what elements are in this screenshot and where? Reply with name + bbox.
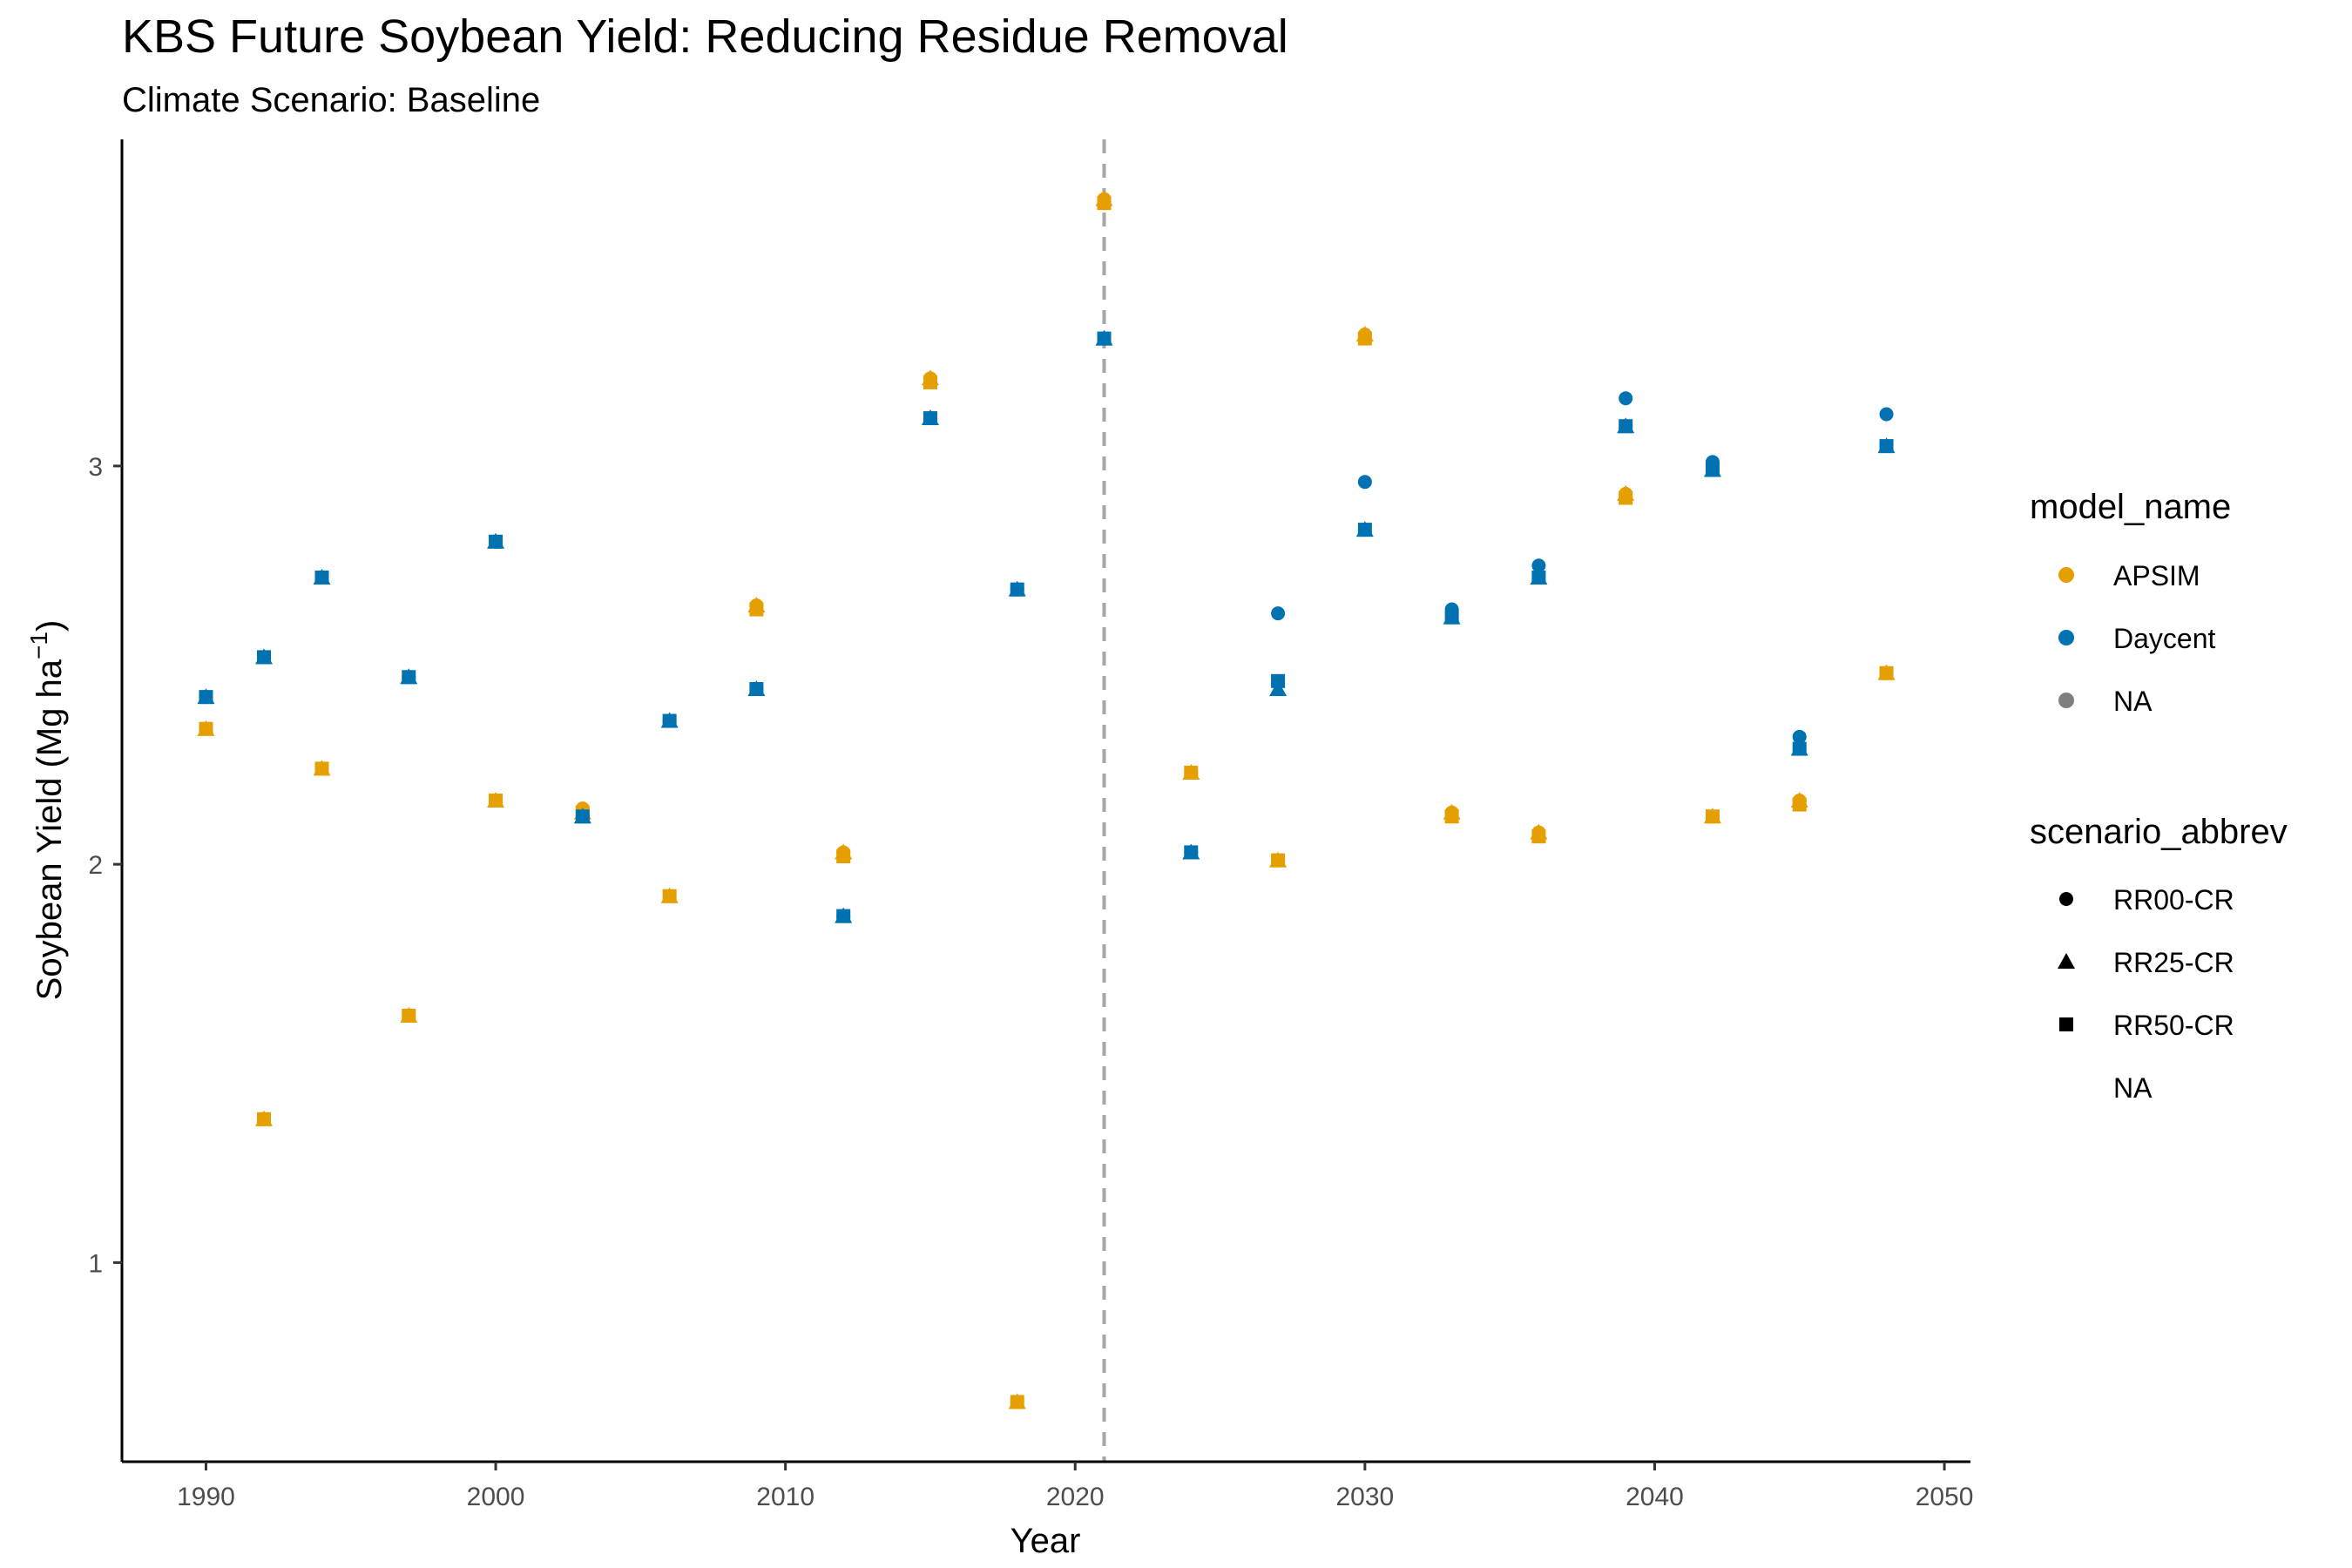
daycent-rr00-cr-point <box>1619 391 1633 406</box>
apsim-rr50-cr-point <box>1792 797 1807 812</box>
daycent-rr50-cr-point <box>836 909 851 923</box>
legend: model_name APSIM Daycent NA scenario_abb… <box>2030 488 2288 1104</box>
legend-label-rr50-cr: RR50-CR <box>2113 1010 2234 1041</box>
daycent-rr50-cr-point <box>575 809 590 824</box>
apsim-rr50-cr-point <box>923 375 937 389</box>
x-tick-label: 2010 <box>756 1483 814 1511</box>
apsim-rr50-cr-point <box>402 1008 416 1023</box>
daycent-rr50-cr-point <box>1531 570 1546 585</box>
apsim-rr50-cr-point <box>1271 853 1286 868</box>
daycent-rr50-cr-point <box>662 713 677 728</box>
legend-key-model-na <box>2058 693 2074 708</box>
daycent-rr50-cr-point <box>402 670 416 685</box>
apsim-rr50-cr-point <box>662 889 677 903</box>
daycent-rr50-cr-point <box>199 690 213 705</box>
apsim-rr50-cr-point <box>1705 809 1720 824</box>
daycent-rr50-cr-point <box>1444 610 1459 625</box>
legend-key-rr25-cr <box>2058 953 2075 969</box>
y-axis-title-superscript: −1 <box>25 632 52 659</box>
legend-key-rr00-cr <box>2059 892 2073 906</box>
daycent-rr00-cr-point <box>1271 606 1286 621</box>
daycent-rr50-cr-point <box>1879 439 1894 454</box>
apsim-rr50-cr-point <box>1879 666 1894 680</box>
data-points <box>197 190 1896 1409</box>
y-axis-title: Soybean Yield (Mg ha−1) <box>25 620 69 1001</box>
x-axis-ticks: 1990 2000 2010 2020 2030 2040 2050 <box>177 1462 1973 1511</box>
daycent-rr00-cr-point <box>1879 407 1894 422</box>
chart-subtitle: Climate Scenario: Baseline <box>122 81 540 119</box>
apsim-rr50-cr-point <box>256 1112 271 1126</box>
x-axis-title: Year <box>1010 1522 1081 1560</box>
y-tick-label: 3 <box>88 453 103 482</box>
daycent-rr00-cr-point <box>1357 475 1372 490</box>
daycent-rr50-cr-point <box>1792 741 1807 756</box>
daycent-rr50-cr-point <box>314 570 329 585</box>
daycent-rr00-cr-point <box>1531 558 1546 573</box>
x-tick-label: 2030 <box>1335 1483 1394 1511</box>
daycent-rr50-cr-point <box>489 534 504 549</box>
chart-title: KBS Future Soybean Yield: Reducing Resid… <box>122 10 1288 63</box>
y-tick-label: 2 <box>88 851 103 880</box>
legend-label-scenario-na: NA <box>2113 1072 2153 1104</box>
daycent-rr50-cr-point <box>1010 582 1024 597</box>
apsim-rr50-cr-point <box>1097 196 1112 211</box>
y-tick-label: 1 <box>88 1249 103 1278</box>
daycent-rr50-cr-point <box>1184 845 1199 860</box>
apsim-rr50-cr-point <box>489 794 504 808</box>
apsim-rr50-cr-point <box>1357 331 1372 346</box>
y-axis-title-suffix: ) <box>30 620 69 632</box>
daycent-rr50-cr-point <box>1357 523 1372 537</box>
apsim-rr50-cr-point <box>314 761 329 776</box>
legend-label-apsim: APSIM <box>2113 560 2200 591</box>
daycent-rr50-cr-point <box>1097 331 1112 346</box>
daycent-rr50-cr-point <box>1271 673 1286 688</box>
y-axis-title-main: Soybean Yield (Mg ha <box>30 659 69 1000</box>
daycent-rr50-cr-point <box>749 681 764 696</box>
legend-label-rr00-cr: RR00-CR <box>2113 884 2234 916</box>
legend-label-model-na: NA <box>2113 686 2153 717</box>
apsim-rr50-cr-point <box>1184 765 1199 780</box>
legend-label-rr25-cr: RR25-CR <box>2113 947 2234 978</box>
legend-label-daycent: Daycent <box>2113 623 2216 654</box>
x-tick-label: 1990 <box>177 1483 235 1511</box>
daycent-rr50-cr-point <box>1619 419 1633 434</box>
daycent-rr50-cr-point <box>923 411 937 426</box>
legend-title-scenario: scenario_abbrev <box>2030 813 2288 851</box>
y-axis-ticks: 1 2 3 <box>88 453 122 1278</box>
daycent-rr50-cr-point <box>256 650 271 665</box>
apsim-rr50-cr-point <box>836 849 851 864</box>
legend-key-rr50-cr <box>2059 1017 2073 1031</box>
apsim-rr50-cr-point <box>1619 490 1633 505</box>
daycent-rr25-cr-point <box>1269 679 1288 696</box>
x-tick-label: 2040 <box>1625 1483 1684 1511</box>
apsim-rr50-cr-point <box>199 721 213 736</box>
plot-area: 1990 2000 2010 2020 2030 2040 2050 1 2 3 <box>88 139 1973 1511</box>
x-tick-label: 2000 <box>467 1483 525 1511</box>
apsim-rr50-cr-point <box>1444 809 1459 824</box>
apsim-rr50-cr-point <box>1531 829 1546 844</box>
x-tick-label: 2050 <box>1916 1483 1974 1511</box>
apsim-rr50-cr-point <box>749 602 764 617</box>
legend-key-daycent <box>2058 630 2074 645</box>
legend-key-apsim <box>2058 567 2074 583</box>
apsim-rr50-cr-point <box>1010 1395 1024 1409</box>
daycent-rr50-cr-point <box>1705 463 1720 477</box>
daycent-rr00-cr-point <box>1792 729 1807 744</box>
legend-title-model-name: model_name <box>2030 488 2231 526</box>
x-tick-label: 2020 <box>1046 1483 1105 1511</box>
